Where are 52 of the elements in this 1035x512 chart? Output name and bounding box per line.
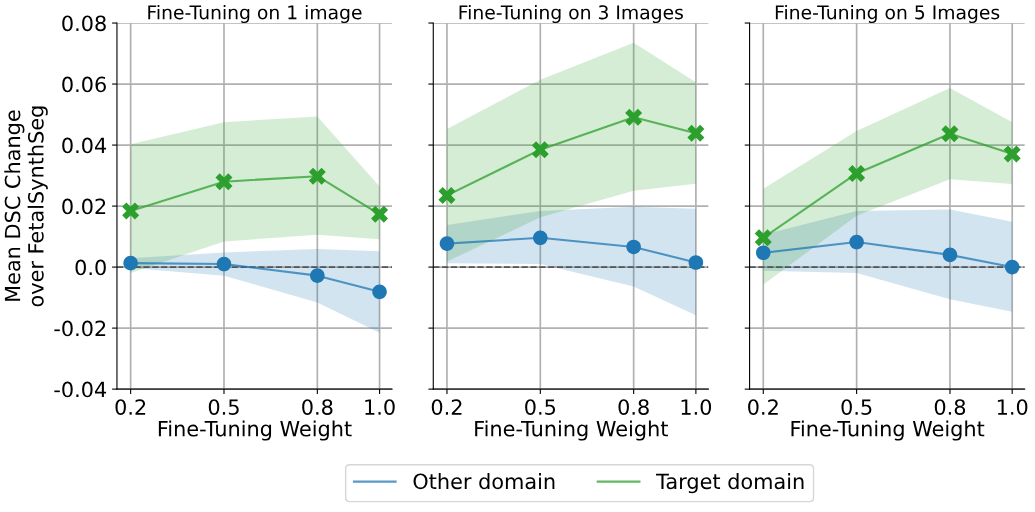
point [310, 268, 325, 283]
point [625, 108, 643, 126]
x-tick-label: 1.0 [997, 399, 1028, 415]
point [371, 205, 389, 223]
point [216, 256, 232, 272]
y-tick-label: 0.02 [62, 198, 106, 215]
x-tick-label: 0.8 [934, 399, 966, 415]
point [122, 202, 140, 220]
x-axis-title: Fine-Tuning Weight [475, 420, 668, 441]
chart-title: Fine-Tuning on 5 Images [775, 4, 1000, 24]
x-tick-label: 0.5 [208, 399, 239, 415]
point [1004, 259, 1020, 275]
point [1003, 145, 1021, 163]
point [848, 164, 866, 182]
x-tick-label: 0.5 [841, 399, 872, 415]
x-tick-label: 0.8 [302, 399, 333, 415]
y-tick-label: 0.08 [62, 15, 106, 32]
point [626, 239, 641, 255]
y-tick-label: 0.06 [62, 76, 106, 93]
x-tick-label: 0.8 [618, 399, 649, 415]
point [531, 141, 549, 159]
point [439, 236, 455, 251]
x-tick-label: 0.2 [431, 399, 462, 415]
point [941, 125, 959, 143]
point [215, 173, 233, 191]
x-tick-label: 0.2 [748, 399, 778, 415]
y-tick-label: 0.04 [62, 137, 107, 154]
legend-label: Target domain [656, 473, 804, 494]
x-axis-title: Fine-Tuning Weight [791, 420, 985, 441]
point [756, 245, 771, 261]
x-tick-label: 1.0 [681, 399, 712, 415]
y-tick-label: -0.02 [54, 320, 106, 337]
point [754, 229, 772, 247]
point [123, 255, 138, 271]
point [942, 247, 958, 263]
chart-title: Fine-Tuning on 1 image [148, 4, 362, 24]
y-axis-title: Mean DSC Change over FetalSynthSeg [4, 106, 48, 307]
point [438, 186, 456, 204]
x-tick-label: 0.5 [525, 399, 556, 415]
point [688, 255, 704, 270]
y-tick-label: 0.0 [75, 259, 106, 276]
x-axis-title: Fine-Tuning Weight [158, 420, 352, 441]
point [308, 167, 326, 185]
x-tick-label: 1.0 [365, 399, 395, 415]
point [687, 124, 705, 142]
x-tick-label: 0.2 [115, 399, 146, 415]
point [533, 230, 548, 246]
y-tick-label: -0.04 [54, 381, 107, 398]
chart-title: Fine-Tuning on 3 Images [459, 4, 683, 24]
point [849, 234, 864, 250]
point [372, 284, 387, 300]
legend-label: Other domain [413, 473, 555, 490]
